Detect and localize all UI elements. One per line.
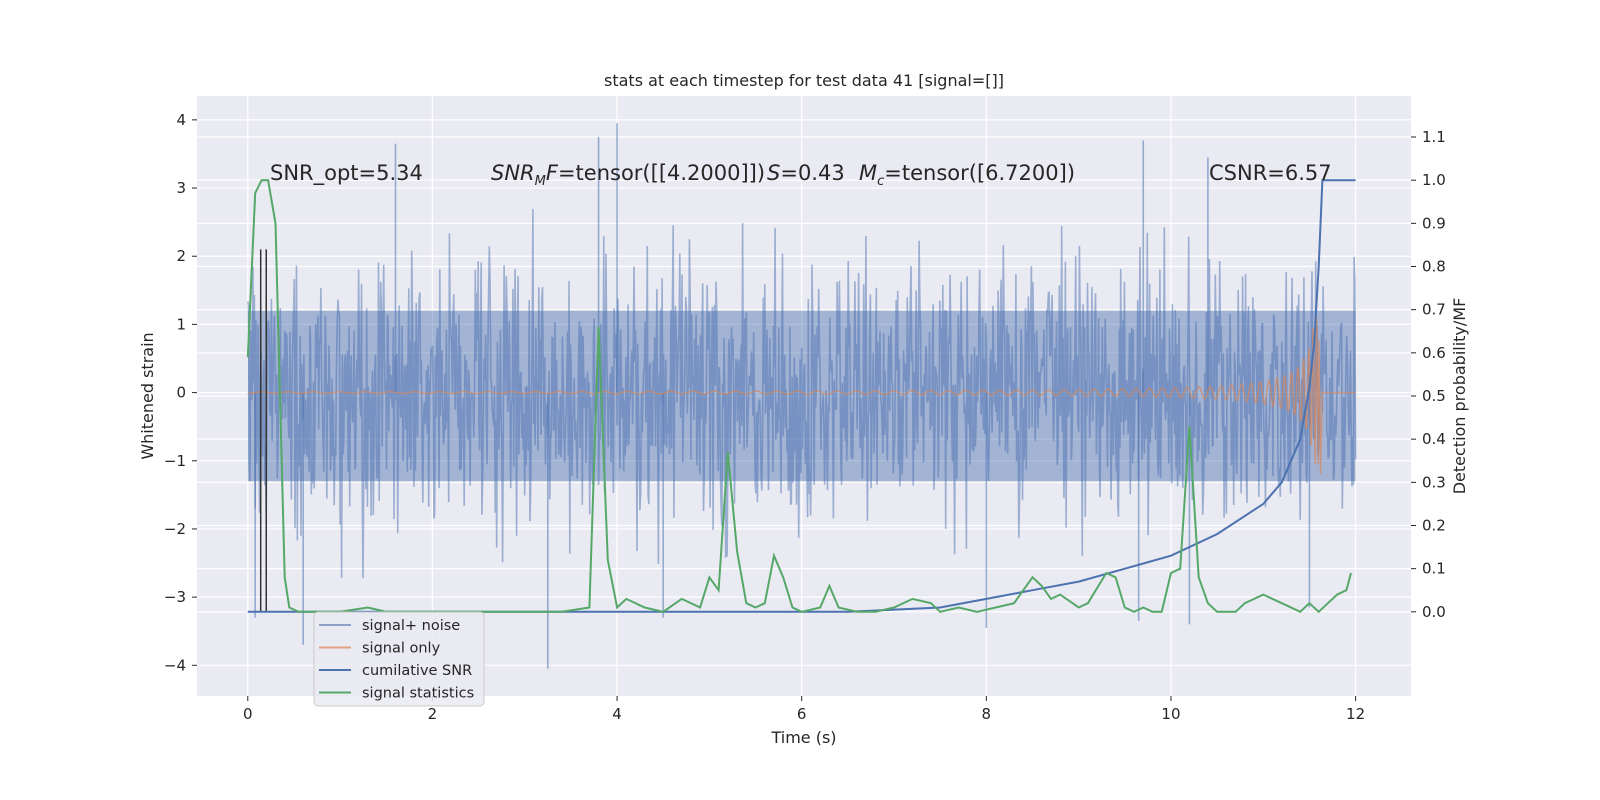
- y2-tick-label: 0.9: [1422, 214, 1446, 232]
- x-tick-label: 0: [243, 705, 253, 723]
- y-tick-label: −3: [164, 588, 186, 606]
- signal-noise-line: [247, 208, 1357, 579]
- x-tick-label: 12: [1346, 705, 1365, 723]
- s-symbol: S: [767, 161, 780, 185]
- y-axis-label-left: Whitened strain: [138, 332, 157, 459]
- y-tick-label: −1: [164, 452, 186, 470]
- ticks: 0 2 4 6 8 10 12−4−3−2−1012340.00.10.20.30.40.5…: [164, 111, 1446, 723]
- y2-tick-label: 0.5: [1422, 387, 1446, 405]
- y-tick-label: 4: [176, 111, 186, 129]
- mc-value: =tensor([6.7200]): [884, 161, 1075, 185]
- y2-tick-label: 1.0: [1422, 171, 1446, 189]
- x-axis-label: Time (s): [770, 728, 836, 747]
- snr-opt-annotation: SNR_opt=5.34: [270, 161, 423, 186]
- y2-tick-label: 1.1: [1422, 128, 1446, 146]
- x-tick-label: 8: [982, 705, 992, 723]
- y2-tick-label: 0.1: [1422, 560, 1446, 578]
- x-tick-label: 4: [612, 705, 622, 723]
- y-tick-label: 2: [176, 247, 186, 265]
- chart-title: stats at each timestep for test data 41 …: [604, 71, 1004, 90]
- legend-label: signal+ noise: [362, 618, 460, 634]
- snr-mf-annotation: SNRMF=tensor([[4.2000]]): [491, 161, 765, 189]
- y2-tick-label: 0.2: [1422, 516, 1446, 534]
- csnr-annotation: CSNR=6.57: [1209, 161, 1332, 185]
- snr-mf-value: =tensor([[4.2000]]): [558, 161, 765, 185]
- y2-tick-label: 0.7: [1422, 301, 1446, 319]
- y-tick-label: 3: [176, 179, 186, 197]
- snr-mf-subscript: M: [535, 174, 546, 189]
- y2-tick-label: 0.3: [1422, 473, 1446, 491]
- x-tick-label: 6: [797, 705, 807, 723]
- legend-label: signal only: [362, 641, 441, 657]
- legend-label: cumilative SNR: [362, 663, 472, 679]
- y-tick-label: −2: [164, 520, 186, 538]
- mc-annotation: Mc=tensor([6.7200]): [859, 161, 1075, 189]
- y2-tick-label: 0.8: [1422, 258, 1446, 276]
- snr-mf-f: F: [546, 161, 559, 185]
- y2-tick-label: 0.4: [1422, 430, 1446, 448]
- annotations: SNR_opt=5.34 SNRMF=tensor([[4.2000]]) S=…: [270, 161, 1332, 189]
- x-tick-label: 10: [1161, 705, 1180, 723]
- plot-lines: [246, 123, 1357, 669]
- y-tick-label: 1: [176, 315, 186, 333]
- mc-symbol: M: [859, 161, 877, 185]
- legend-label: signal statistics: [362, 686, 474, 702]
- snr-mf-symbol: SNR: [491, 161, 535, 185]
- signal-only-line: [247, 317, 1356, 475]
- mc-subscript: c: [877, 174, 884, 189]
- legend: signal+ noise signal only cumilative SNR si…: [313, 611, 485, 707]
- y-axis-label-right: Detection probability/MF: [1450, 298, 1469, 495]
- y2-tick-label: 0.0: [1422, 603, 1446, 621]
- x-tick-label: 2: [428, 705, 438, 723]
- y2-tick-label: 0.6: [1422, 344, 1446, 362]
- y-tick-label: −4: [164, 656, 186, 674]
- y-tick-label: 0: [176, 384, 186, 402]
- s-value: =0.43: [780, 161, 844, 185]
- s-annotation: S=0.43: [767, 161, 845, 185]
- cumulative-snr-line: [247, 179, 1356, 613]
- legend-box: [313, 611, 485, 707]
